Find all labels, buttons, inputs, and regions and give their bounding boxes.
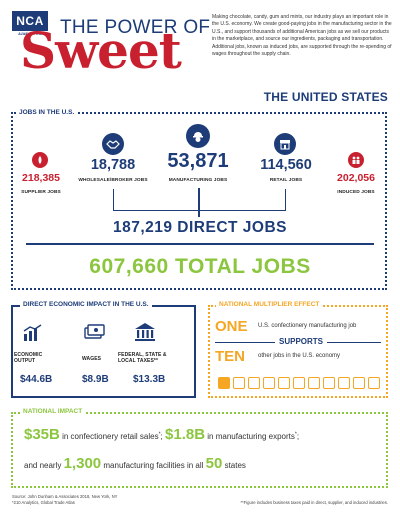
bracket-stem xyxy=(198,211,200,217)
wages-value: $8.9B xyxy=(82,374,109,385)
retail-jobs-value: 114,560 xyxy=(260,157,312,173)
line1-end: ; xyxy=(296,432,300,441)
worker-row-icon xyxy=(218,376,382,394)
worker-icon xyxy=(186,124,210,148)
title-main: Sweet xyxy=(20,21,182,80)
national-line-2: and nearly 1,300 manufacturing facilitie… xyxy=(24,455,384,472)
line2-text-a: and nearly xyxy=(24,461,62,470)
output-label-1: ECONOMIC xyxy=(14,352,43,358)
logo-tagline: ALWAYS A TREAT xyxy=(18,32,46,36)
multiplier-one-text: U.S. confectionery manufacturing job xyxy=(258,323,357,329)
footer-source-2: *210 Analytics, Global Trade Atlas xyxy=(12,500,75,505)
retail-sales-value: $35B xyxy=(24,426,60,443)
exports-value: $1.8B xyxy=(165,426,206,443)
country-heading: THE UNITED STATES xyxy=(263,90,388,104)
states-value: 50 xyxy=(205,455,223,472)
title-top: THE POWER OF xyxy=(60,17,211,38)
retail-jobs-label: RETAIL JOBS xyxy=(269,178,303,183)
exports-mark: * xyxy=(294,431,297,438)
manufacturing-jobs-label: MANUFACTURING JOBS xyxy=(168,178,228,183)
handshake-icon xyxy=(102,133,124,155)
direct-jobs-total: 187,219 DIRECT JOBS xyxy=(112,219,288,236)
store-icon xyxy=(274,133,296,155)
footer-note: **Figure includes business taxes paid in… xyxy=(240,500,388,505)
retail-sales-mark: * xyxy=(158,431,161,438)
total-jobs: 607,660 TOTAL JOBS xyxy=(89,255,311,278)
people-icon xyxy=(348,152,364,168)
national-section-label: NATIONAL IMPACT xyxy=(20,408,86,415)
multiplier-supports: SUPPORTS xyxy=(275,337,328,346)
taxes-label-1: FEDERAL, STATE & xyxy=(118,352,167,358)
line2-text-b: manufacturing facilities in all xyxy=(103,461,204,470)
line2-text-c: states xyxy=(224,461,246,470)
economic-section-label: DIRECT ECONOMIC IMPACT IN THE U.S. xyxy=(20,301,152,308)
output-value: $44.6B xyxy=(20,374,53,385)
supplier-jobs-value: 218,385 xyxy=(22,172,60,184)
taxes-label-2: LOCAL TAXES** xyxy=(118,358,159,364)
induced-jobs-value: 202,056 xyxy=(337,172,375,184)
wages-label: WAGES xyxy=(82,356,102,362)
nca-logo: NCA xyxy=(12,11,48,31)
national-impact-section xyxy=(11,412,388,488)
jobs-section xyxy=(11,112,387,290)
exports-text: in manufacturing exports xyxy=(207,432,295,441)
bank-icon xyxy=(134,322,156,347)
line1-separator: ; xyxy=(160,432,163,441)
jobs-section-label: JOBS IN THE U.S. xyxy=(16,109,78,116)
output-label-2: OUTPUT xyxy=(14,358,36,364)
wholesale-jobs-value: 18,788 xyxy=(90,157,136,173)
manufacturing-jobs-value: 53,871 xyxy=(167,150,229,172)
footer-source: Source: John Dunham & Associates 2018, N… xyxy=(12,494,118,499)
supplier-jobs-label: SUPPLIER JOBS xyxy=(21,190,61,195)
national-line-1: $35B in confectionery retail sales*; $1.… xyxy=(24,426,384,443)
taxes-value: $13.3B xyxy=(133,374,166,385)
cash-icon xyxy=(84,324,106,347)
chart-icon xyxy=(23,324,43,347)
multiplier-section-label: NATIONAL MULTIPLIER EFFECT xyxy=(216,301,323,308)
multiplier-one: ONE xyxy=(215,318,248,335)
supplier-icon xyxy=(32,152,48,168)
multiplier-ten: TEN xyxy=(215,348,245,365)
facilities-value: 1,300 xyxy=(63,455,102,472)
intro-text: Making chocolate, candy, gum and mints, … xyxy=(212,14,392,58)
multiplier-ten-text: other jobs in the U.S. economy xyxy=(258,353,341,359)
wholesale-jobs-label: WHOLESALE/BROKER JOBS xyxy=(78,178,148,183)
bracket-center-line xyxy=(198,188,200,211)
divider-line xyxy=(26,243,374,245)
direct-jobs-bracket xyxy=(113,189,286,211)
induced-jobs-label: INDUCED JOBS xyxy=(337,190,375,195)
retail-sales-text: in confectionery retail sales xyxy=(62,432,159,441)
